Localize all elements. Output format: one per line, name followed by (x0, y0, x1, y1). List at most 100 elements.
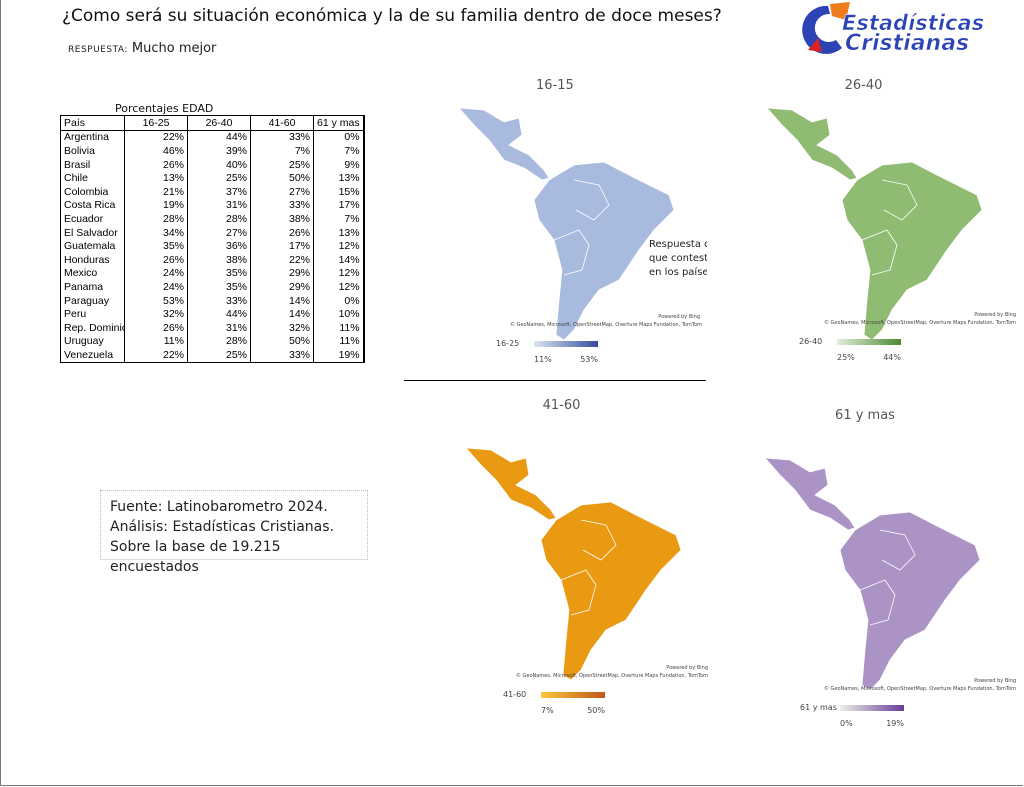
table-cell: 31% (187, 198, 251, 213)
table-cell: 14% (250, 293, 314, 308)
table-cell: 17% (312, 198, 365, 213)
table-cell: Guatemala (60, 239, 125, 253)
table-cell: 22% (250, 252, 314, 267)
table-row: Chile 13% 25% 50% 13% (60, 171, 365, 185)
table-cell: 9% (312, 157, 365, 172)
title: ¿Como será su situación económica y la d… (62, 6, 722, 26)
legend-bar (541, 692, 605, 698)
table-cell: Rep. Dominicana (60, 320, 125, 335)
table-cell: 38% (250, 212, 314, 226)
table-cell: Ecuador (60, 212, 125, 226)
table-row: El Salvador 34% 27% 26% 13% (60, 225, 365, 240)
table-row: Mexico 24% 35% 29% 12% (60, 266, 365, 281)
powered-by: Powered by Bing (974, 312, 1016, 318)
map (764, 457, 981, 691)
table-cell: 25% (187, 171, 251, 185)
table-cell: 12% (312, 280, 365, 294)
table-cell: 50% (250, 334, 314, 349)
source-line: Sobre la base de 19.215 encuestados (110, 539, 281, 575)
table-cell: Peru (60, 307, 125, 321)
column-header: País (60, 115, 125, 131)
table-cell: 34% (124, 225, 188, 240)
table-cell: 50% (250, 171, 314, 185)
table-row: Rep. Dominicana26%31%32%11% (60, 320, 365, 335)
legend-max: 53% (580, 355, 598, 364)
table-cell: 28% (187, 334, 251, 349)
table-cell: 24% (124, 280, 188, 294)
table-row: Uruguay 11% 28% 50% 11% (60, 334, 365, 349)
table-cell: Venezuela (60, 348, 125, 363)
table-caption: Porcentajes EDAD (115, 102, 214, 115)
response-value: Mucho mejor (131, 41, 217, 56)
legend-bar (840, 705, 904, 711)
table-cell: 33% (187, 293, 251, 308)
map-title: 16-15 (536, 78, 574, 93)
legend: 26-40 25% 44% (799, 337, 901, 362)
legend-max: 19% (886, 719, 904, 728)
table-cell: 0% (312, 130, 365, 145)
legend-bar (534, 341, 598, 347)
powered-by: Powered by Bing (666, 665, 708, 671)
logo: Estadísticas Cristianas (802, 2, 984, 55)
data-table: País 16-25 26-40 41-60 61 y mas Argentina 22% 4… (60, 115, 365, 363)
table-row: Brasil 26% 40% 25% 9% (60, 157, 365, 172)
response-label: RESPUESTA: (68, 45, 128, 55)
table-cell: 46% (124, 144, 188, 158)
legend-min: 25% (837, 353, 855, 362)
attribution: © GeoNames, Microsoft, OpenStreetMap, Ov… (509, 322, 702, 328)
table-cell: 35% (187, 266, 251, 281)
map-title: 41-60 (542, 398, 581, 413)
legend-label: 41-60 (503, 690, 526, 699)
legend-min: 7% (541, 706, 554, 715)
legend: 16-25 11% 53% (496, 339, 598, 364)
table-row: Paraguay 53% 33% 14% 0% (60, 293, 365, 308)
legend-bar (837, 339, 901, 345)
table-cell: 24% (124, 266, 188, 281)
table-cell: Panama (60, 280, 125, 294)
table-cell: 44% (187, 307, 251, 321)
column-header: 61 y mas (312, 115, 365, 131)
table-row: Guatemala 35% 36% 17% 12% (60, 239, 365, 253)
table-row: Peru 32% 44% 14% 10% (60, 307, 365, 321)
table-cell: 27% (250, 184, 314, 199)
response: RESPUESTA: Mucho mejor (68, 41, 216, 56)
map-panel: 41-60 Powered by Bing © GeoNames, Microsof… (411, 390, 712, 725)
table-row: Argentina 22% 44% 33% 0% (60, 130, 365, 145)
powered-by: Powered by Bing (974, 678, 1016, 684)
legend: 41-60 7% 50% (503, 690, 605, 715)
table-cell: 14% (312, 252, 365, 267)
attribution: © GeoNames, Microsoft, OpenStreetMap, Ov… (823, 320, 1016, 326)
table-cell: 33% (250, 348, 314, 363)
table-row: Ecuador 28% 28% 38% 7% (60, 212, 365, 226)
column-header: 16-25 (124, 115, 188, 131)
source-line: Fuente: Latinobarometro 2024. (110, 499, 328, 515)
table-cell: 12% (312, 239, 365, 253)
legend-max: 50% (587, 706, 605, 715)
table-cell: Bolivia (60, 144, 125, 158)
table-cell: Colombia (60, 184, 125, 199)
table-cell: 7% (312, 212, 365, 226)
table-cell: 26% (124, 320, 188, 335)
table-cell: Mexico (60, 266, 125, 281)
source-line: Análisis: Estadísticas Cristianas. (110, 519, 334, 535)
map-shape (766, 107, 983, 341)
table-cell: 22% (124, 348, 188, 363)
table-row: Honduras 26% 38% 22% 14% (60, 252, 365, 267)
table-cell: 13% (124, 171, 188, 185)
legend-max: 44% (883, 353, 901, 362)
table-cell: 38% (187, 252, 251, 267)
map-title: 26-40 (844, 78, 883, 93)
table-cell: 19% (124, 198, 188, 213)
table-cell: 19% (312, 348, 365, 363)
table-cell: 21% (124, 184, 188, 199)
table-cell: 29% (250, 280, 314, 294)
table-row: Panama 24% 35% 29% 12% (60, 280, 365, 294)
table-cell: Chile (60, 171, 125, 185)
table-cell: Paraguay (60, 293, 125, 308)
table-cell: 7% (312, 144, 365, 158)
table-row: Venezuela 22% 25% 33% 19% (60, 348, 365, 363)
table-row: Costa Rica 19% 31% 33% 17% (60, 198, 365, 213)
